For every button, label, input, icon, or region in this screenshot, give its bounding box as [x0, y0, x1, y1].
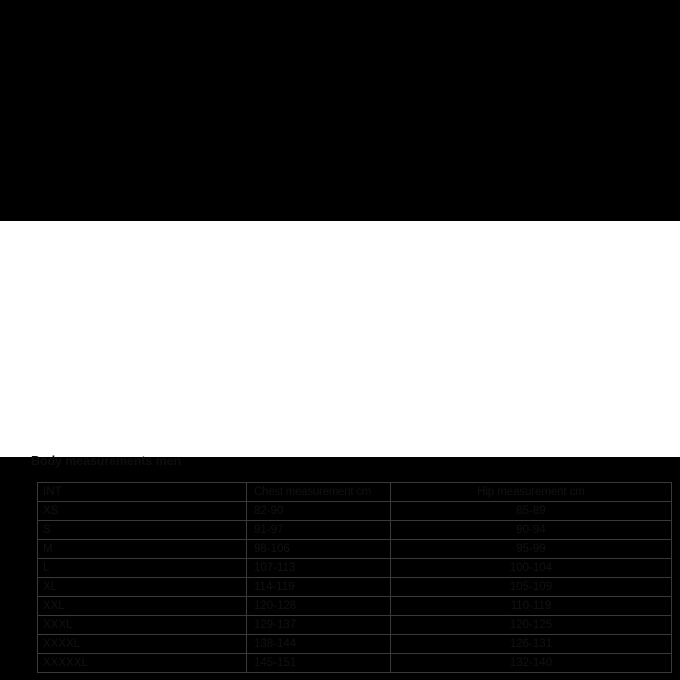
- column-header-chest: Chest measurement cm: [246, 482, 391, 502]
- cell-int: XXL: [37, 596, 247, 616]
- cell-hip: 90-94: [390, 520, 672, 540]
- cell-hip: 95-99: [390, 539, 672, 559]
- table-row: M 98-106 95-99: [37, 539, 672, 559]
- column-header-int: INT: [37, 482, 247, 502]
- cell-int: XXXXXL: [37, 653, 247, 673]
- cell-hip: 110-119: [390, 596, 672, 616]
- cell-int: XS: [37, 501, 247, 521]
- cell-hip: 105-109: [390, 577, 672, 597]
- cell-int: M: [37, 539, 247, 559]
- cell-chest: 91-97: [246, 520, 391, 540]
- body-measurements-table: INT Chest measurement cm Hip measurement…: [37, 482, 672, 673]
- cell-chest: 120-128: [246, 596, 391, 616]
- cell-chest: 145-151: [246, 653, 391, 673]
- table-row: XS 82-90 85-89: [37, 501, 672, 521]
- cell-hip: 126-131: [390, 634, 672, 654]
- table-row: L 107-113 100-104: [37, 558, 672, 578]
- cell-hip: 132-140: [390, 653, 672, 673]
- cell-chest: 129-137: [246, 615, 391, 635]
- cell-int: S: [37, 520, 247, 540]
- table-row: S 91-97 90-94: [37, 520, 672, 540]
- cell-hip: 85-89: [390, 501, 672, 521]
- cell-int: L: [37, 558, 247, 578]
- table-header-row: INT Chest measurement cm Hip measurement…: [37, 482, 672, 502]
- column-header-hip: Hip measurement cm: [390, 482, 672, 502]
- table-row: XXXXXL 145-151 132-140: [37, 653, 672, 673]
- table-row: XXXXL 138-144 126-131: [37, 634, 672, 654]
- cell-int: XL: [37, 577, 247, 597]
- cell-chest: 82-90: [246, 501, 391, 521]
- cell-chest: 98-106: [246, 539, 391, 559]
- cell-int: XXXXL: [37, 634, 247, 654]
- table-row: XL 114-119 105-109: [37, 577, 672, 597]
- table-header: INT Chest measurement cm Hip measurement…: [37, 482, 672, 502]
- cell-chest: 107-113: [246, 558, 391, 578]
- table-row: XXXL 129-137 120-125: [37, 615, 672, 635]
- cell-hip: 100-104: [390, 558, 672, 578]
- page-title: Body measurements men: [31, 454, 182, 468]
- content-panel: Body measurements men INT Chest measurem…: [0, 221, 680, 673]
- cell-chest: 138-144: [246, 634, 391, 654]
- table-row: XXL 120-128 110-119: [37, 596, 672, 616]
- cell-chest: 114-119: [246, 577, 391, 597]
- cell-int: XXXL: [37, 615, 247, 635]
- table-body: XS 82-90 85-89 S 91-97 90-94 M 98-106 95-99 L 107-…: [37, 501, 672, 673]
- cell-hip: 120-125: [390, 615, 672, 635]
